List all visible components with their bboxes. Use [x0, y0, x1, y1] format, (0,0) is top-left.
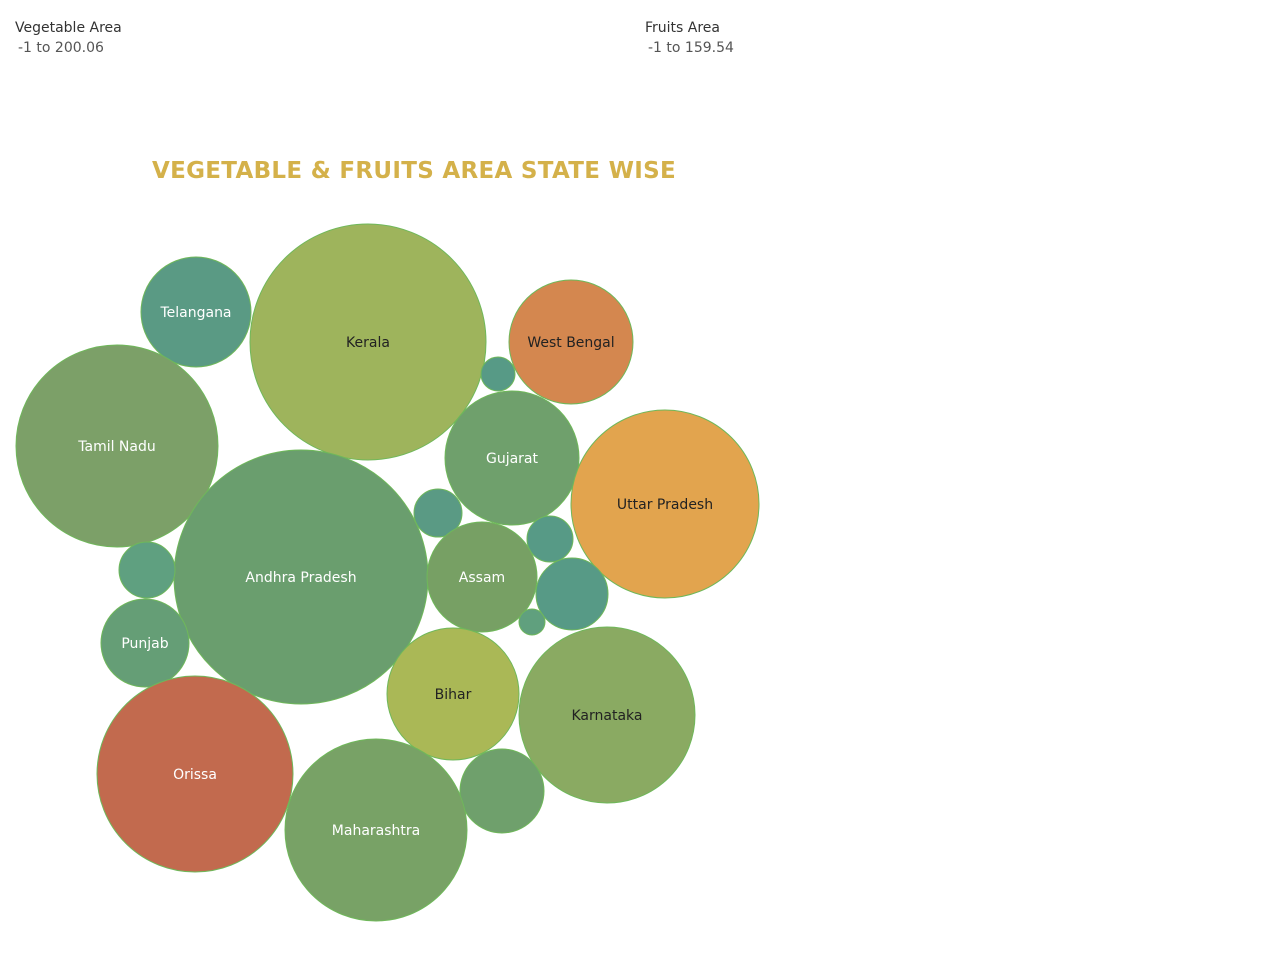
bubble-unlabeled-12[interactable]	[535, 557, 609, 631]
bubble-circle[interactable]	[15, 344, 219, 548]
bubble-label: Tamil Nadu	[77, 439, 156, 455]
bubble-orissa[interactable]: Orissa	[96, 675, 294, 873]
fruits-area-filter-range[interactable]: -1 to 159.54	[648, 40, 734, 56]
bubble-unlabeled-13[interactable]	[518, 608, 546, 636]
fruits-area-filter-title: Fruits Area	[645, 20, 721, 36]
bubble-label: Maharashtra	[332, 823, 420, 839]
bubble-label: Karnataka	[572, 708, 643, 724]
bubble-circle[interactable]	[444, 390, 580, 526]
bubble-unlabeled-3[interactable]	[480, 356, 516, 392]
bubble-circle[interactable]	[118, 541, 176, 599]
fruits-area-filter[interactable]: Fruits Area -1 to 159.54	[645, 20, 734, 56]
bubble-telangana[interactable]: Telangana	[140, 256, 252, 368]
bubble-label: Gujarat	[486, 451, 539, 467]
bubble-unlabeled-7[interactable]	[413, 488, 463, 538]
bubble-unlabeled-9[interactable]	[526, 515, 574, 563]
bubble-circle[interactable]	[518, 626, 696, 804]
vegetable-area-filter-range[interactable]: -1 to 200.06	[18, 40, 104, 56]
bubble-circle[interactable]	[535, 557, 609, 631]
bubble-circle[interactable]	[459, 748, 545, 834]
bubble-circle[interactable]	[386, 627, 520, 761]
chart-title: VEGETABLE & FRUITS AREA STATE WISE	[152, 158, 677, 184]
bubble-circle[interactable]	[140, 256, 252, 368]
bubble-circle[interactable]	[426, 521, 538, 633]
bubble-punjab[interactable]: Punjab	[100, 598, 190, 688]
bubble-bihar[interactable]: Bihar	[386, 627, 520, 761]
bubble-label: Punjab	[121, 636, 168, 652]
bubble-label: Uttar Pradesh	[617, 497, 713, 513]
bubble-circle[interactable]	[518, 608, 546, 636]
bubble-assam[interactable]: Assam	[426, 521, 538, 633]
vegetable-area-filter[interactable]: Vegetable Area -1 to 200.06	[15, 20, 122, 56]
bubble-label: Assam	[459, 570, 505, 586]
bubble-circle[interactable]	[570, 409, 760, 599]
bubble-gujarat[interactable]: Gujarat	[444, 390, 580, 526]
bubble-circle[interactable]	[284, 738, 468, 922]
bubble-circle[interactable]	[96, 675, 294, 873]
bubble-unlabeled-18[interactable]	[459, 748, 545, 834]
bubble-label: Bihar	[435, 687, 472, 703]
bubble-circle[interactable]	[100, 598, 190, 688]
bubble-circle[interactable]	[413, 488, 463, 538]
bubble-circle[interactable]	[526, 515, 574, 563]
bubble-circle[interactable]	[480, 356, 516, 392]
bubble-label: West Bengal	[527, 335, 614, 351]
bubble-maharashtra[interactable]: Maharashtra	[284, 738, 468, 922]
bubble-label: Kerala	[346, 335, 390, 351]
vegetable-area-filter-title: Vegetable Area	[15, 20, 122, 36]
bubble-karnataka[interactable]: Karnataka	[518, 626, 696, 804]
bubble-circle[interactable]	[249, 223, 487, 461]
bubble-label: Orissa	[173, 767, 217, 783]
bubble-kerala[interactable]: Kerala	[249, 223, 487, 461]
bubble-uttar-pradesh[interactable]: Uttar Pradesh	[570, 409, 760, 599]
bubble-unlabeled-11[interactable]	[118, 541, 176, 599]
bubble-circle[interactable]	[508, 279, 634, 405]
bubble-label: Andhra Pradesh	[245, 570, 356, 586]
bubble-tamil-nadu[interactable]: Tamil Nadu	[15, 344, 219, 548]
bubble-andhra-pradesh[interactable]: Andhra Pradesh	[173, 449, 429, 705]
bubble-label: Telangana	[159, 305, 231, 321]
bubble-west-bengal[interactable]: West Bengal	[508, 279, 634, 405]
